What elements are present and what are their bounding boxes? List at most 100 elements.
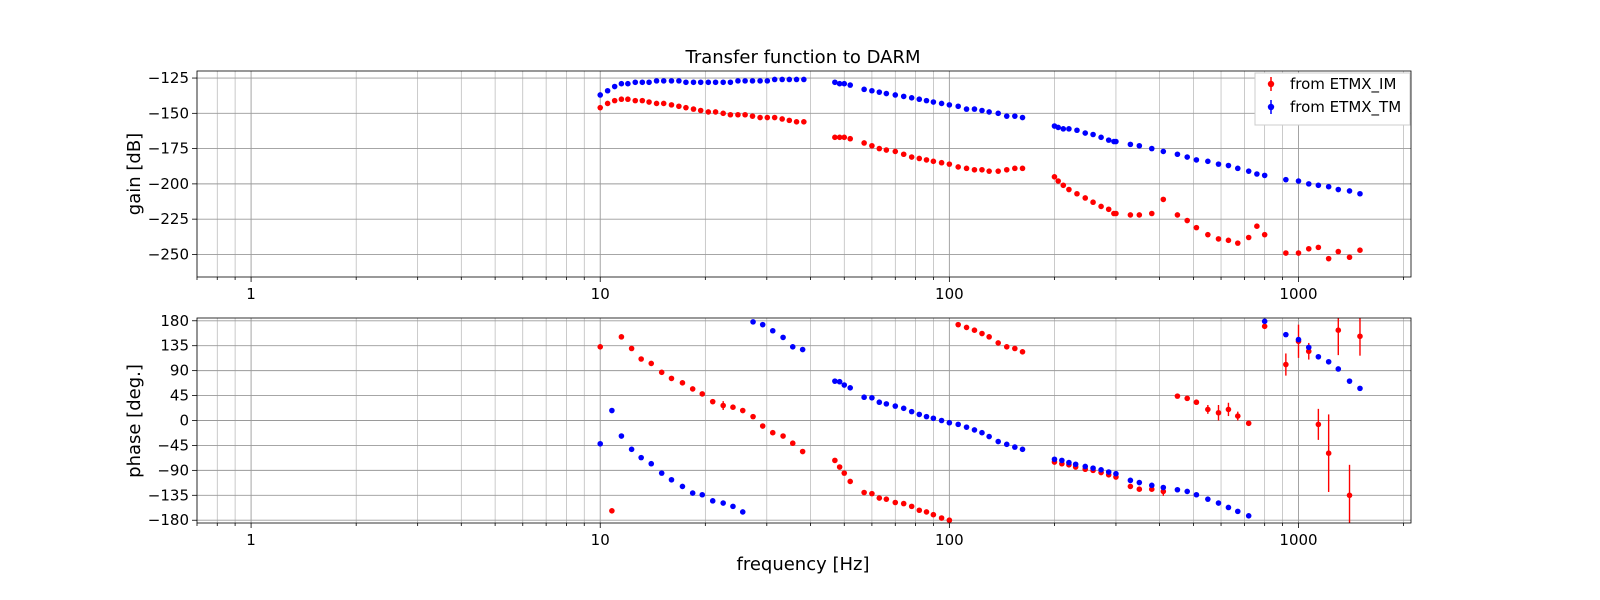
data-point — [1003, 113, 1010, 119]
data-point — [727, 111, 734, 118]
data-point — [1098, 467, 1104, 473]
data-point — [1254, 171, 1260, 177]
data-point — [1295, 336, 1302, 343]
data-point — [632, 97, 639, 104]
data-point — [986, 109, 992, 115]
data-point — [986, 433, 992, 440]
legend-label-etmx-tm: from ETMX_TM — [1290, 98, 1401, 117]
data-point — [690, 106, 697, 112]
data-point — [679, 483, 686, 490]
data-point — [730, 404, 736, 411]
data-point — [1315, 182, 1322, 189]
data-point — [1055, 178, 1062, 184]
data-point — [946, 102, 953, 108]
legend-marker-etmx-tm — [1267, 103, 1275, 111]
data-point — [847, 82, 854, 88]
data-point — [604, 100, 611, 107]
data-point — [1283, 361, 1289, 368]
data-point — [689, 386, 696, 392]
data-point — [869, 142, 875, 149]
data-point — [841, 80, 848, 87]
data-point — [604, 87, 611, 94]
data-point — [1160, 148, 1167, 155]
x-tick-label: 100 — [935, 531, 964, 549]
data-point — [1305, 245, 1312, 252]
data-point — [750, 319, 756, 325]
data-point — [597, 104, 604, 111]
series-etmx-im — [597, 96, 1363, 262]
y-tick-label: −180 — [148, 511, 189, 529]
data-point — [799, 448, 806, 455]
data-point — [1082, 463, 1089, 470]
data-point — [597, 344, 604, 350]
data-point — [727, 79, 734, 86]
y-tick-label: 0 — [179, 412, 189, 430]
data-point — [930, 415, 937, 422]
legend-marker-etmx-im — [1267, 80, 1275, 88]
data-point — [597, 92, 604, 98]
data-point — [1357, 247, 1363, 253]
data-point — [1136, 212, 1143, 218]
data-point — [1261, 323, 1268, 330]
data-point — [938, 159, 945, 166]
data-point — [1245, 420, 1252, 427]
data-point — [1234, 413, 1241, 419]
data-point — [930, 511, 937, 518]
data-point — [1098, 203, 1104, 210]
data-point — [1335, 248, 1342, 255]
data-point — [883, 401, 890, 407]
data-point — [1127, 141, 1134, 148]
data-point — [709, 398, 716, 405]
data-point — [609, 407, 615, 414]
data-point — [946, 419, 953, 426]
data-point — [892, 403, 899, 409]
data-point — [1225, 406, 1232, 413]
data-point — [1019, 114, 1026, 121]
data-point — [963, 106, 970, 112]
data-point — [668, 102, 675, 108]
phase-ticks: 180 135 90 45 0 −45 −90 −135 −180 1 10 100 1000 — [148, 312, 1405, 549]
data-point — [1127, 483, 1134, 490]
data-point — [611, 97, 618, 104]
series-etmx-tm — [597, 318, 1363, 519]
data-point — [709, 498, 716, 504]
data-point — [1305, 348, 1312, 355]
data-point — [611, 83, 618, 90]
data-point — [900, 151, 907, 158]
data-point — [759, 321, 766, 328]
data-point — [690, 79, 697, 86]
data-point — [1261, 231, 1268, 238]
data-point — [963, 165, 970, 172]
data-point — [1174, 393, 1181, 399]
data-point — [648, 460, 655, 467]
data-point — [1003, 166, 1010, 173]
data-point — [658, 470, 665, 476]
data-point — [955, 421, 961, 428]
data-point — [780, 433, 786, 439]
data-point — [705, 109, 712, 115]
data-point — [1335, 186, 1342, 193]
data-point — [1051, 174, 1058, 180]
data-point — [916, 411, 923, 418]
gain-panel: −125 −150 −175 −200 −225 −250 1 10 100 1000 gain … — [124, 69, 1412, 303]
data-point — [646, 79, 652, 86]
data-point — [712, 79, 719, 86]
data-point — [916, 507, 923, 514]
data-point — [779, 116, 785, 122]
data-point — [1136, 142, 1143, 149]
data-point — [1066, 459, 1072, 466]
data-point — [720, 500, 726, 506]
legend-entry-etmx-im: from ETMX_IM — [1267, 75, 1396, 94]
data-point — [1357, 333, 1363, 340]
data-point — [861, 489, 867, 496]
data-point — [1283, 176, 1289, 183]
y-tick-label: 90 — [170, 362, 189, 380]
data-point — [1215, 409, 1222, 416]
data-point — [1261, 172, 1268, 179]
data-point — [900, 500, 907, 507]
phase-points — [597, 318, 1363, 524]
series-etmx-tm — [597, 76, 1363, 197]
x-tick-label: 1000 — [1279, 285, 1317, 303]
data-point — [995, 110, 1001, 117]
phase-grid — [196, 318, 1411, 523]
